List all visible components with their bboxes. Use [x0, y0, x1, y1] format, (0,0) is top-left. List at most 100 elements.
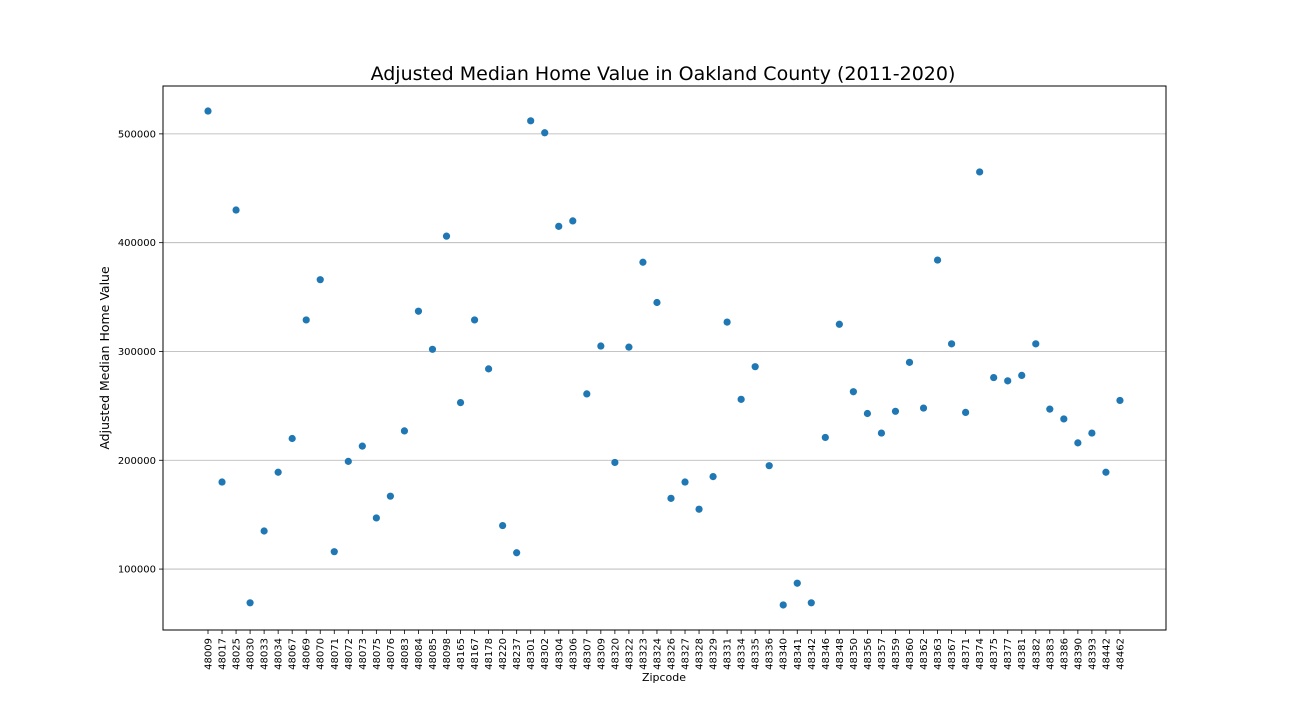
data-point: [541, 129, 549, 137]
x-tick-label: 48341: [793, 638, 804, 670]
data-point: [681, 478, 689, 486]
x-tick-label: 48336: [765, 638, 776, 670]
x-axis: 48009 48017 48025 48030 48033 48034 48067 48069…: [204, 630, 1126, 670]
x-tick-label: 48085: [428, 638, 439, 670]
x-tick-label: 48348: [835, 638, 846, 670]
data-point: [877, 429, 886, 437]
data-point: [863, 409, 872, 418]
x-tick-label: 48377: [1003, 638, 1014, 670]
data-point: [218, 478, 226, 486]
x-tick-label: 48363: [933, 638, 944, 670]
x-tick-label: 48381: [1017, 638, 1028, 670]
data-point: [919, 404, 928, 412]
data-point: [330, 548, 338, 556]
data-point: [1074, 439, 1082, 447]
y-tick-label: 500000: [118, 129, 156, 140]
x-tick-label: 48070: [316, 638, 327, 670]
data-point: [891, 407, 900, 415]
x-tick-label: 48386: [1059, 638, 1070, 670]
x-tick-label: 48098: [442, 638, 453, 670]
data-point: [555, 222, 563, 230]
y-tick-label: 300000: [118, 347, 156, 358]
x-tick-label: 48067: [288, 638, 299, 670]
data-point: [386, 492, 394, 500]
x-tick-label: 48340: [779, 638, 790, 670]
x-tick-label: 48030: [246, 638, 257, 670]
data-point: [653, 298, 661, 307]
x-tick-label: 48327: [681, 638, 692, 670]
x-tick-label: 48075: [372, 638, 383, 670]
x-tick-label: 48025: [232, 638, 243, 670]
data-point: [737, 395, 745, 403]
x-tick-label: 48237: [512, 638, 523, 670]
x-tick-label: 48073: [358, 638, 369, 670]
data-point: [639, 258, 647, 266]
data-point: [597, 342, 605, 350]
x-tick-label: 48335: [751, 638, 762, 670]
data-point: [933, 256, 942, 264]
x-tick-label: 48071: [330, 638, 341, 670]
x-tick-label: 48374: [975, 638, 986, 670]
data-point: [723, 318, 731, 326]
x-tick-label: 48220: [498, 638, 509, 670]
data-point: [976, 168, 984, 176]
x-tick-label: 48301: [526, 638, 537, 670]
x-tick-label: 48360: [905, 638, 916, 670]
data-point: [358, 442, 366, 450]
x-tick-label: 48165: [456, 638, 467, 670]
data-point: [456, 399, 465, 407]
data-point: [1004, 377, 1012, 385]
data-points: [204, 107, 1124, 609]
data-point: [751, 363, 759, 371]
x-tick-label: 48083: [400, 638, 411, 670]
data-point: [807, 599, 815, 607]
x-axis-label: Zipcode: [642, 671, 686, 684]
data-point: [779, 601, 787, 609]
x-tick-label: 48383: [1045, 638, 1056, 670]
x-tick-label: 48069: [302, 638, 313, 670]
plot-area: [162, 85, 1167, 631]
x-tick-label: 48442: [1101, 638, 1112, 670]
data-point: [821, 433, 829, 442]
x-tick-label: 48072: [344, 638, 355, 670]
x-tick-label: 48084: [414, 638, 425, 670]
data-point: [513, 549, 521, 557]
data-point: [372, 514, 380, 522]
x-tick-label: 48306: [568, 638, 579, 670]
x-tick-label: 48356: [863, 638, 874, 670]
x-tick-label: 48342: [807, 638, 818, 670]
data-point: [485, 365, 493, 373]
data-point: [302, 316, 310, 324]
x-tick-label: 48328: [695, 638, 706, 670]
x-tick-label: 48324: [652, 638, 663, 670]
data-point: [499, 521, 507, 530]
data-point: [288, 434, 296, 443]
data-point: [204, 107, 212, 115]
data-point: [625, 343, 633, 351]
data-point: [527, 117, 535, 125]
x-tick-label: 48375: [989, 638, 1000, 670]
x-tick-label: 48323: [638, 638, 649, 670]
x-tick-label: 48382: [1031, 638, 1042, 670]
x-tick-label: 48462: [1115, 638, 1126, 670]
data-point: [709, 472, 717, 481]
x-tick-label: 48331: [723, 638, 734, 670]
x-tick-label: 48076: [386, 638, 397, 670]
data-point: [990, 373, 998, 382]
data-point: [962, 408, 970, 416]
data-point: [905, 358, 914, 366]
x-tick-label: 48350: [849, 638, 860, 670]
x-tick-label: 48320: [610, 638, 621, 670]
y-tick-label: 400000: [118, 238, 156, 249]
x-tick-label: 48322: [624, 638, 635, 670]
data-point: [428, 345, 437, 353]
data-point: [1102, 468, 1110, 476]
data-point: [583, 390, 591, 398]
gridlines: [163, 133, 1166, 570]
data-point: [695, 505, 703, 513]
x-tick-label: 48371: [961, 638, 972, 670]
y-tick-label: 200000: [118, 456, 156, 467]
data-point: [569, 217, 577, 225]
data-point: [316, 276, 324, 284]
